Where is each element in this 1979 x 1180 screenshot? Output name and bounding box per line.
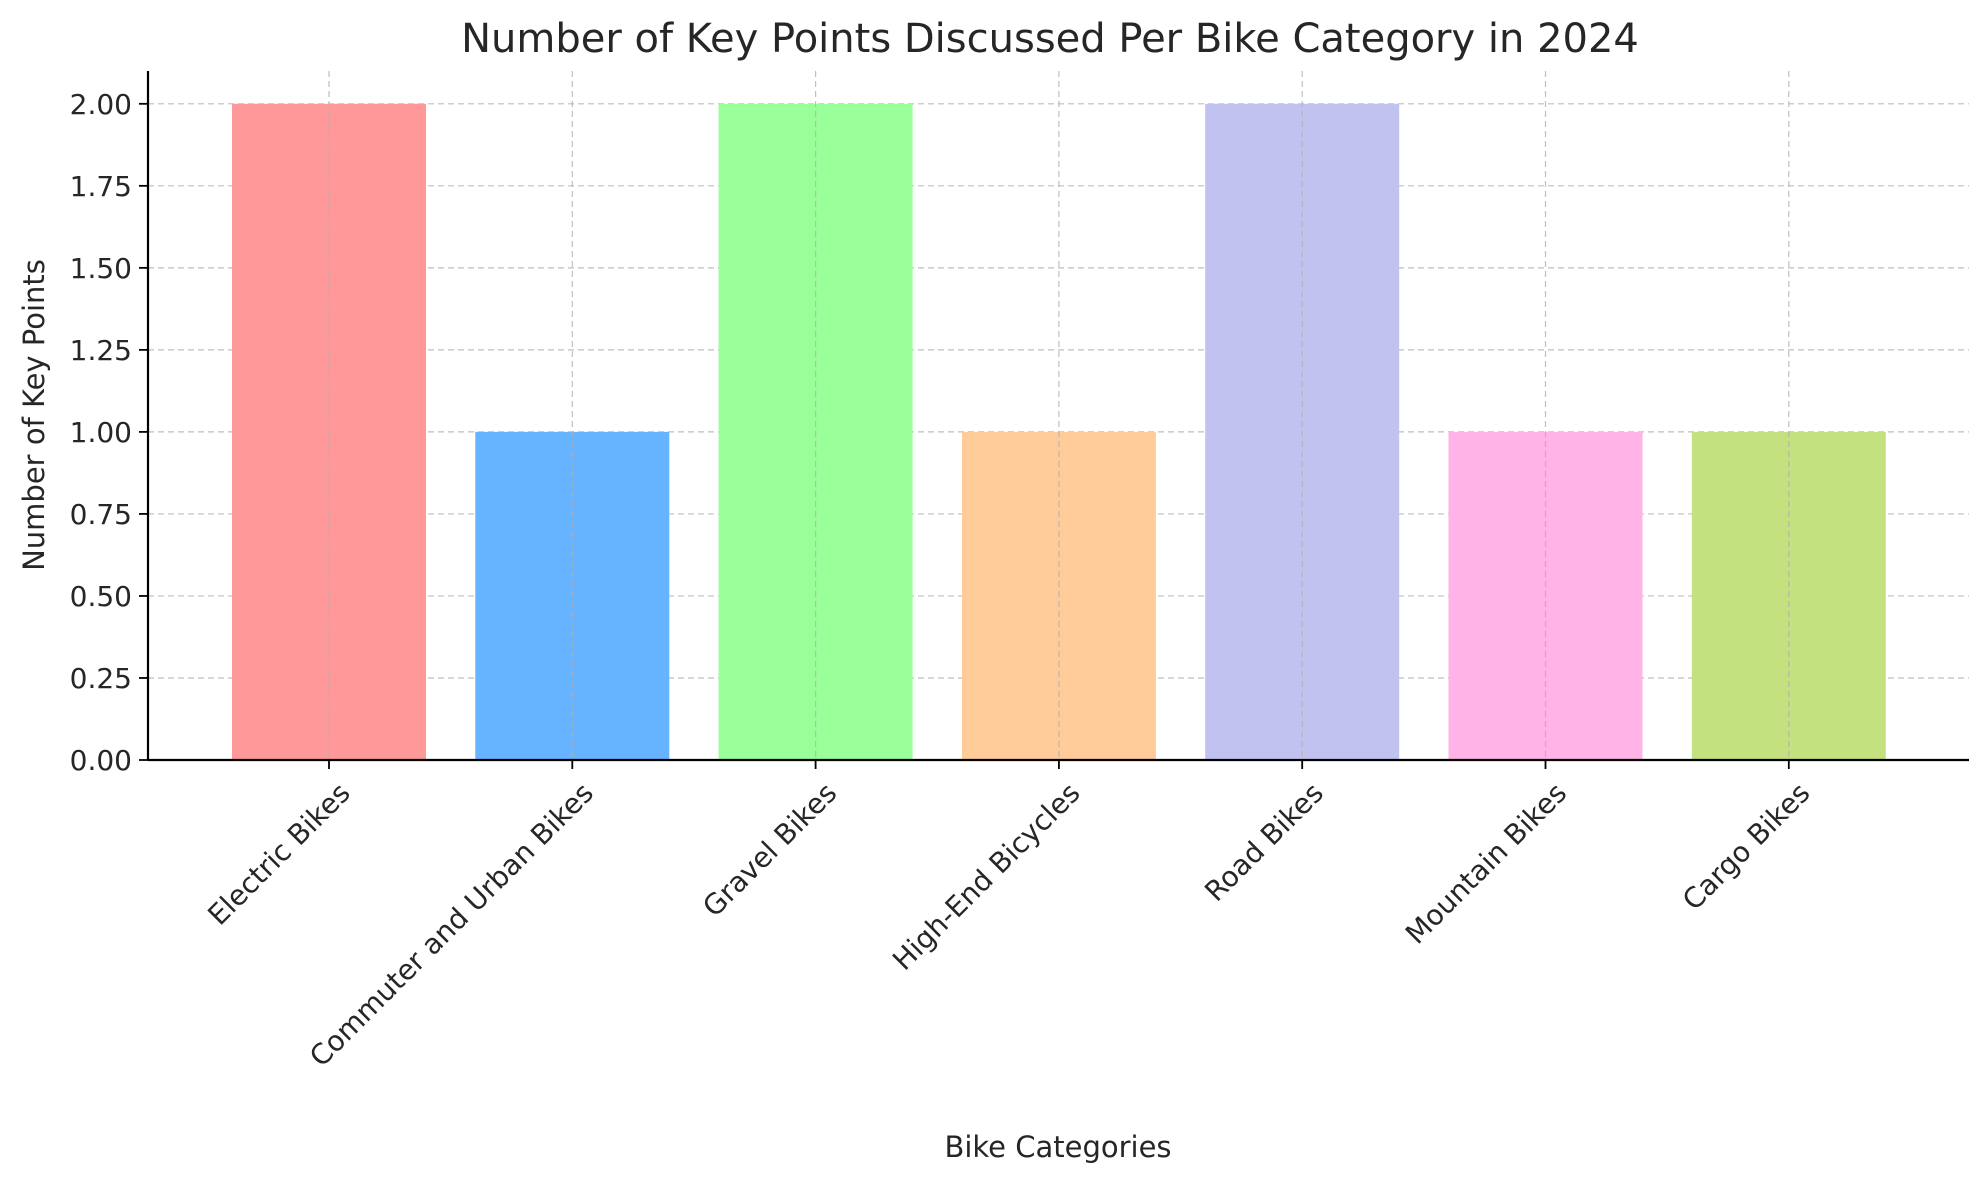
- chart-title: Number of Key Points Discussed Per Bike …: [461, 16, 1639, 62]
- x-tick-label: Mountain Bikes: [1399, 776, 1573, 950]
- y-tick-label: 0.50: [70, 580, 132, 613]
- y-tick-label: 1.25: [70, 334, 132, 367]
- y-tick-label: 0.00: [70, 744, 132, 777]
- y-tick-label: 1.00: [70, 416, 132, 449]
- x-tick-label: Electric Bikes: [201, 776, 356, 931]
- y-tick-label: 1.50: [70, 252, 132, 285]
- y-tick-label: 0.75: [70, 498, 132, 531]
- bars: [232, 71, 1886, 761]
- y-axis-label: Number of Key Points: [17, 259, 51, 571]
- y-ticks: 0.00 0.25 0.50 0.75 1.00 1.25 1.50 1.75 2.00: [70, 88, 148, 777]
- x-tick-label: Road Bikes: [1198, 776, 1330, 908]
- y-tick-label: 1.75: [70, 170, 132, 203]
- x-tick-label: High-End Bicycles: [886, 776, 1086, 976]
- y-tick-label: 0.25: [70, 662, 132, 695]
- x-tick-label: Commuter and Urban Bikes: [303, 776, 600, 1073]
- x-tick-label: Cargo Bikes: [1676, 776, 1816, 916]
- x-axis-label: Bike Categories: [944, 1130, 1171, 1164]
- y-tick-label: 2.00: [70, 88, 132, 121]
- x-tick-label: Gravel Bikes: [696, 776, 843, 923]
